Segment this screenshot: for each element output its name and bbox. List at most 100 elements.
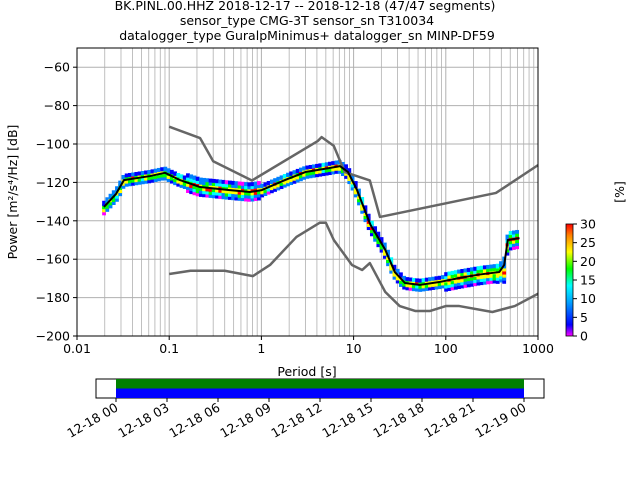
ppsd-cell: [127, 176, 132, 181]
ppsd-cell: [215, 194, 219, 199]
ppsd-cell: [198, 183, 203, 188]
ppsd-cell: [276, 186, 281, 191]
ppsd-cell: [160, 173, 165, 178]
ppsd-cell: [282, 174, 287, 179]
ppsd-cell: [260, 192, 265, 198]
colorbar: [565, 223, 574, 337]
ppsd-cell: [153, 174, 158, 179]
ppsd-cell: [205, 178, 210, 183]
ppsd-cell: [495, 276, 500, 281]
ppsd-cell: [479, 274, 484, 279]
ppsd-cell: [144, 173, 148, 178]
ppsd-cell: [224, 195, 229, 200]
ppsd-cell: [279, 184, 284, 190]
ppsd-cell: [140, 170, 145, 176]
y-tick-label: −180: [36, 290, 70, 305]
ppsd-cell: [124, 173, 129, 178]
ppsd-cell: [392, 274, 397, 280]
ppsd-cell: [289, 180, 294, 186]
ppsd-cell: [460, 278, 465, 283]
ppsd-cell: [211, 178, 216, 183]
ppsd-cell: [198, 186, 203, 191]
ppsd-cell: [411, 277, 416, 282]
ppsd-cell: [331, 167, 336, 172]
ppsd-cell: [308, 171, 313, 176]
ppsd-cell: [237, 184, 242, 189]
ppsd-cell: [328, 167, 332, 172]
ppsd-cell: [515, 233, 520, 237]
colorbar-label: [%]: [612, 181, 627, 203]
ppsd-cell: [224, 189, 229, 194]
ppsd-cell: [463, 277, 468, 282]
ppsd-cell: [440, 278, 445, 283]
ppsd-cell: [147, 173, 152, 178]
ppsd-cell: [182, 175, 187, 180]
ppsd-cell: [408, 283, 413, 288]
ppsd-cell: [495, 279, 500, 284]
ppsd-cell: [257, 193, 261, 198]
ppsd-cell: [492, 276, 497, 281]
ppsd-cell: [160, 167, 165, 172]
x-tick-label: 10: [346, 341, 362, 356]
ppsd-cell: [489, 273, 494, 278]
ppsd-cell: [495, 266, 500, 272]
ppsd-cell: [218, 194, 223, 199]
ppsd-cell: [315, 173, 319, 178]
ppsd-cell: [508, 231, 513, 236]
ppsd-cell: [395, 268, 400, 275]
ppsd-cell: [227, 186, 232, 191]
ppsd-cell: [231, 190, 236, 195]
ppsd-cell: [195, 182, 200, 188]
ppsd-cell: [321, 162, 326, 167]
ppsd-cell: [511, 233, 516, 238]
ppsd-cell: [447, 286, 452, 291]
timeline-tick-label: 12-18 12: [268, 400, 324, 441]
ppsd-cell: [321, 168, 326, 174]
ppsd-cell: [511, 230, 516, 235]
x-tick-label: 0.1: [159, 341, 179, 356]
ppsd-cell: [163, 172, 168, 178]
ppsd-cell: [476, 269, 481, 274]
ppsd-cell: [237, 196, 242, 201]
ppsd-cell: [473, 279, 478, 284]
ppsd-cell: [415, 281, 419, 286]
ppsd-cell: [331, 164, 336, 169]
nlnm-curve: [169, 221, 539, 314]
ppsd-cell: [173, 171, 177, 176]
ppsd-cell: [169, 169, 174, 175]
ppsd-cell: [166, 174, 171, 179]
ppsd-cell: [489, 279, 494, 284]
ppsd-cell: [218, 185, 223, 190]
ppsd-cell: [198, 177, 203, 182]
ppsd-cell: [250, 197, 255, 202]
ppsd-cell: [466, 270, 471, 275]
ppsd-cell: [324, 168, 329, 173]
ppsd-cell: [108, 202, 113, 209]
ppsd-cell: [121, 174, 126, 180]
ppsd-cell: [508, 246, 513, 251]
ppsd-cell: [257, 184, 261, 189]
ppsd-cell: [147, 176, 152, 181]
ppsd-cell: [405, 283, 410, 288]
ppsd-cell: [395, 275, 400, 281]
ppsd-cell: [489, 276, 494, 281]
ppsd-cell: [311, 173, 316, 178]
ppsd-cell: [111, 196, 116, 202]
ppsd-cell: [415, 284, 419, 289]
ppsd-cell: [473, 266, 478, 271]
ppsd-cell: [424, 280, 429, 285]
ppsd-cell: [195, 179, 200, 184]
ppsd-cell: [515, 242, 520, 247]
ppsd-cell: [108, 199, 113, 206]
ppsd-cell: [221, 179, 226, 184]
ppsd-cell: [105, 206, 110, 212]
colorbar-tick-label: 0: [580, 329, 588, 344]
ppsd-cell: [331, 170, 336, 175]
ppsd-cell: [144, 170, 148, 175]
ppsd-cell: [431, 279, 436, 284]
ppsd-cell: [218, 182, 223, 187]
ppsd-cell: [476, 278, 481, 283]
ppsd-cell: [450, 283, 455, 288]
ppsd-cell: [444, 281, 449, 286]
ppsd-cell: [218, 188, 223, 193]
